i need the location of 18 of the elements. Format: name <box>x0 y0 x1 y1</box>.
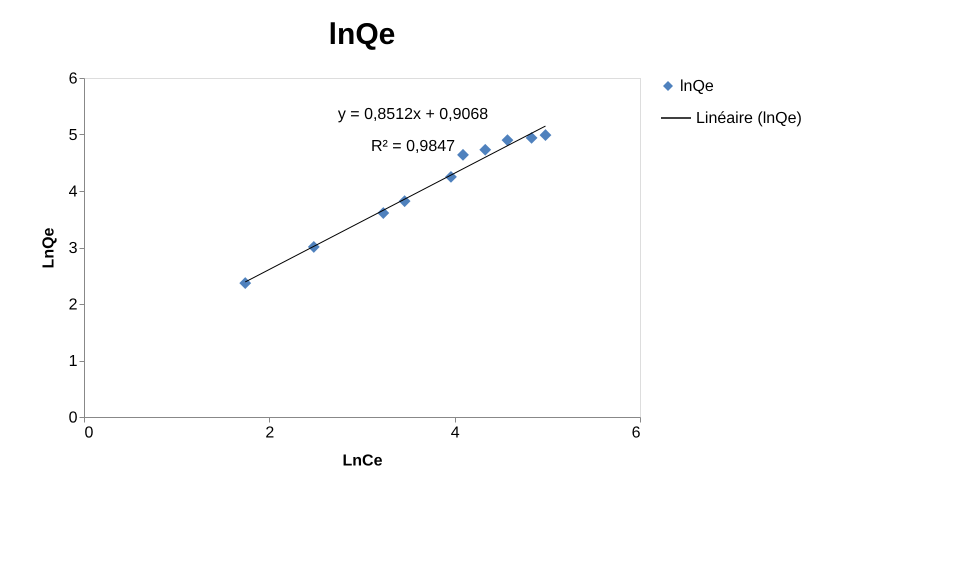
x-tick-label: 4 <box>450 424 460 442</box>
chart-title: lnQe <box>328 18 396 51</box>
y-tick-label: 3 <box>68 240 78 257</box>
legend-label: lnQe <box>680 78 714 95</box>
annotation: y = 0,8512x + 0,9068 <box>338 106 488 123</box>
legend-label: Linéaire (lnQe) <box>696 110 802 127</box>
y-tick-label: 1 <box>68 353 78 370</box>
y-tick-label: 5 <box>68 127 78 144</box>
x-tick-label: 0 <box>84 424 94 442</box>
x-tick-label: 2 <box>265 424 274 442</box>
y-tick-label: 4 <box>68 184 78 200</box>
y-tick-label: 2 <box>68 296 78 314</box>
annotation: R² = 0,9847 <box>370 138 456 155</box>
x-axis-title: LnCe <box>342 452 383 470</box>
x-tick-label: 6 <box>632 424 641 442</box>
y-tick-label: 6 <box>68 70 78 88</box>
y-axis-title: LnQe <box>40 227 58 268</box>
y-tick-label: 0 <box>68 410 78 426</box>
